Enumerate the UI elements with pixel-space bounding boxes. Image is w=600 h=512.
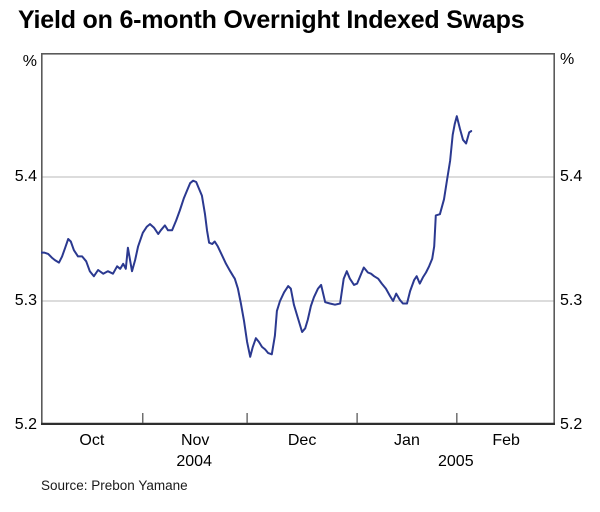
- y-axis-label-right-5.2: 5.2: [560, 416, 583, 433]
- plot-border: [41, 53, 555, 425]
- yield-line: [41, 115, 473, 358]
- x-axis-label-oct: Oct: [79, 432, 105, 449]
- y-axis-label-right-5.3: 5.3: [560, 292, 583, 309]
- y-axis-unit-right: %: [560, 51, 575, 68]
- year-label-2005: 2005: [438, 453, 474, 470]
- source-note: Source: Prebon Yamane: [41, 478, 188, 493]
- y-axis-label-left-5.4: 5.4: [14, 168, 37, 185]
- x-axis-label-jan: Jan: [394, 432, 420, 449]
- x-axis-label-feb: Feb: [492, 432, 520, 449]
- y-axis-label-right-5.4: 5.4: [560, 168, 583, 185]
- year-label-2004: 2004: [176, 453, 212, 470]
- x-axis-label-nov: Nov: [180, 432, 210, 449]
- y-axis-label-left-5.3: 5.3: [14, 292, 37, 309]
- y-axis-label-left-5.2: 5.2: [14, 416, 37, 433]
- chart-plot-area: [41, 53, 555, 425]
- page-title: Yield on 6-month Overnight Indexed Swaps: [18, 6, 525, 34]
- y-axis-unit-left: %: [22, 53, 37, 70]
- x-axis-label-dec: Dec: [287, 432, 317, 449]
